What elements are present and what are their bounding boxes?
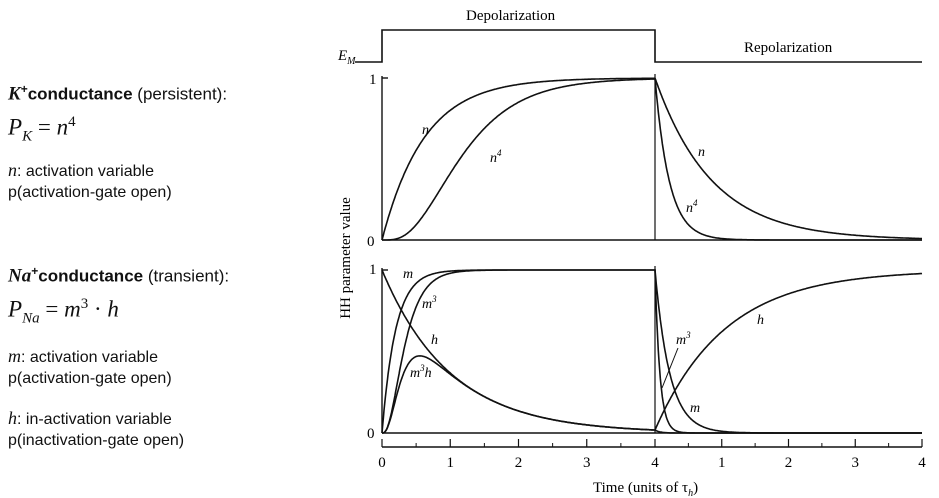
voltage-step-line [355, 29, 922, 63]
curve-n4 [382, 78, 922, 241]
label-n4-top-base: n [490, 151, 497, 166]
na-var1-text: : activation variable [21, 349, 158, 366]
label-m3-top: m3 [422, 294, 437, 312]
na-qualifier: (transient): [147, 266, 230, 286]
label-n4-right: n4 [686, 198, 698, 216]
na-eq-lhs: P [8, 296, 23, 322]
x-tick-label: 3 [583, 455, 591, 471]
na-title-word: conductance [38, 266, 144, 286]
panel-frames [381, 74, 922, 434]
x-axis-label-sub: h [688, 488, 693, 498]
label-m3h: m3h [410, 363, 432, 381]
em-subscript: M [346, 56, 356, 67]
k-eq-lhs: P [8, 114, 23, 140]
label-n4-right-exp: 4 [693, 198, 698, 208]
na-conductance-title: Na+conductance (transient): [8, 264, 229, 288]
curve-labels: n n4 n n4 m m3 h m3h m3 m h [403, 123, 764, 416]
k-eq-rhs: n [56, 114, 69, 140]
label-n4-top: n4 [490, 148, 502, 166]
label-m3h-base: m [410, 366, 420, 381]
label-h-right: h [757, 313, 764, 328]
label-m3h-exp: 3 [419, 363, 425, 373]
label-m3-right-base: m [676, 333, 686, 348]
y-axis-label: HH parameter value [338, 197, 354, 319]
top-y-tick-0: 0 [367, 234, 375, 250]
k-var1-desc: n: activation variable [8, 160, 154, 181]
k-equation: PK = n4 [8, 114, 76, 145]
label-m3h-h: h [425, 366, 432, 381]
label-m3-top-exp: 3 [431, 294, 437, 304]
k-var1-sym: n [8, 160, 17, 180]
label-n-top: n [422, 123, 429, 138]
curve-m [381, 269, 922, 434]
m3-label-pointer [661, 347, 679, 389]
curves [381, 77, 923, 434]
na-var1-sym: m [8, 346, 21, 366]
na-var2-text: : in-activation variable [17, 411, 172, 428]
na-var2-desc: h: in-activation variable [8, 408, 172, 429]
bottom-y-tick-1: 1 [369, 262, 377, 278]
label-n-right: n [698, 145, 705, 160]
label-m-top: m [403, 267, 413, 282]
na-eq-sub: Na [22, 310, 40, 327]
label-h-left: h [431, 333, 438, 348]
curve-n [381, 77, 922, 241]
k-eq-op: = [37, 114, 51, 140]
k-title-word: conductance [27, 84, 133, 104]
k-var1-prob: p(activation-gate open) [8, 184, 172, 201]
na-ion: Na [8, 265, 32, 287]
depolarization-label: Depolarization [466, 8, 556, 24]
label-n4-top-exp: 4 [497, 148, 502, 158]
x-tick-label: 4 [918, 455, 926, 471]
x-axis-label: Time (units of τh) [593, 480, 698, 498]
x-tick-label: 1 [718, 455, 726, 471]
x-axis-label-close: ) [693, 480, 698, 496]
voltage-trace [355, 29, 922, 63]
bottom-y-tick-0: 0 [367, 426, 375, 442]
na-eq-rhs1: m [64, 296, 81, 322]
em-label: EM [337, 48, 356, 67]
na-var1-prob: p(activation-gate open) [8, 370, 172, 387]
x-tick-label: 0 [378, 455, 386, 471]
k-eq-sub: K [22, 128, 33, 145]
repolarization-label: Repolarization [744, 40, 833, 56]
label-m3-right: m3 [676, 330, 691, 348]
k-qualifier: (persistent): [137, 84, 228, 104]
k-var1-text: : activation variable [17, 163, 154, 180]
na-var2-prob: p(inactivation-gate open) [8, 432, 185, 449]
curve-m3 [382, 269, 922, 434]
x-axis-ticks: 0 1 2 3 4 1 2 3 4 [378, 439, 926, 471]
na-equation: PNa = m3 · h [8, 296, 119, 327]
na-eq-dot: · [93, 296, 102, 322]
curve-h [381, 269, 923, 431]
x-tick-label: 1 [447, 455, 455, 471]
na-charge: + [31, 264, 39, 278]
k-conductance-title: K+conductance (persistent): [8, 82, 227, 106]
em-letter: E [337, 48, 347, 64]
top-y-tick-1: 1 [369, 72, 377, 88]
na-eq-exp: 3 [80, 296, 89, 312]
label-n4-right-base: n [686, 201, 693, 216]
x-tick-label: 3 [852, 455, 860, 471]
na-eq-rhs2: h [107, 296, 119, 322]
x-axis-label-text: Time (units of τ [593, 480, 688, 496]
label-m3-top-base: m [422, 297, 432, 312]
k-ion: K [8, 83, 21, 105]
na-var1-desc: m: activation variable [8, 346, 158, 367]
x-tick-label: 4 [651, 455, 659, 471]
x-tick-label: 2 [515, 455, 523, 471]
curve-m3h [382, 355, 922, 434]
x-tick-label: 2 [785, 455, 793, 471]
na-eq-op: = [45, 296, 59, 322]
k-charge: + [20, 82, 28, 96]
k-eq-exp: 4 [68, 114, 76, 130]
na-var2-sym: h [8, 408, 17, 428]
label-m-right: m [690, 401, 700, 416]
label-m3-right-exp: 3 [685, 330, 691, 340]
